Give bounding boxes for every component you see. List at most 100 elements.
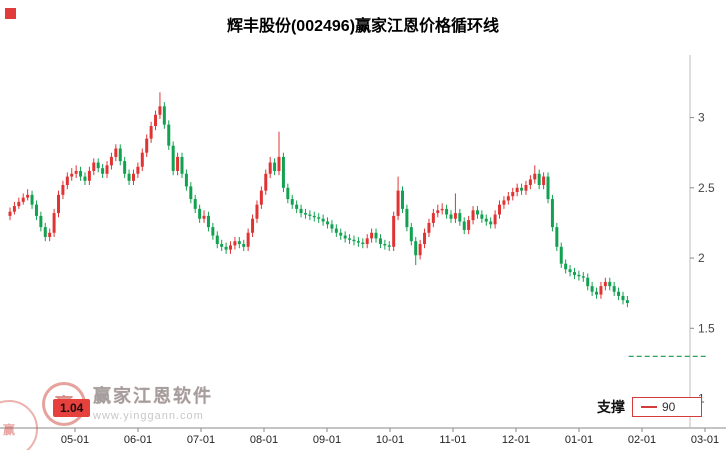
candle-body — [586, 277, 590, 287]
candle-body — [321, 218, 325, 222]
x-tick-label: 08-01 — [250, 434, 278, 446]
candle-body — [83, 176, 87, 181]
candle-body — [286, 187, 290, 200]
candle-body — [237, 241, 241, 244]
candle-body — [378, 238, 382, 244]
candle-body — [550, 199, 554, 228]
candle-body — [189, 186, 193, 200]
candle-body — [30, 194, 34, 205]
x-tick-label: 09-01 — [313, 434, 341, 446]
candle-body — [555, 227, 559, 247]
candle-body — [211, 227, 215, 236]
candle-body — [184, 173, 188, 187]
candle-body — [374, 232, 378, 239]
x-tick-label: 01-01 — [565, 434, 593, 446]
candle-body — [445, 208, 449, 215]
candle-body — [326, 221, 330, 225]
candle-body — [52, 213, 56, 233]
candle-body — [418, 244, 422, 256]
candle-body — [361, 242, 365, 244]
candle-body — [229, 245, 232, 250]
candle-body — [348, 238, 352, 240]
y-tick-label: 3 — [698, 111, 705, 125]
x-tick-label: 07-01 — [187, 434, 215, 446]
support-level-label: 1.04 — [53, 399, 91, 417]
support-value: 90 — [662, 400, 676, 414]
candle-body — [608, 281, 612, 287]
candle-body — [268, 162, 272, 174]
candle-body — [533, 173, 537, 180]
candle-body — [308, 214, 312, 216]
corner-marker — [5, 8, 16, 19]
candle-body — [484, 218, 488, 222]
candle-body — [396, 190, 400, 216]
candle-body — [317, 217, 321, 219]
candle-body — [224, 246, 228, 250]
candle-body — [467, 220, 471, 230]
candle-body — [8, 211, 12, 216]
candle-body — [70, 173, 74, 177]
candle-body — [295, 204, 299, 209]
corner-stamp-icon: 赢 — [0, 400, 38, 450]
x-tick-label: 10-01 — [376, 434, 404, 446]
candle-body — [387, 245, 391, 247]
candle-body — [145, 138, 149, 153]
x-tick-label: 11-01 — [439, 434, 466, 446]
candle-body — [405, 208, 409, 228]
candle-body — [590, 286, 594, 292]
candle-body — [392, 215, 396, 247]
candle-body — [546, 176, 550, 200]
candle-body — [431, 213, 435, 223]
candle-body — [595, 291, 599, 295]
candle-body — [303, 213, 307, 215]
candle-body — [79, 170, 83, 177]
candle-body — [524, 185, 528, 191]
candle-body — [440, 208, 444, 211]
candle-body — [449, 214, 453, 219]
candle-body — [12, 206, 16, 212]
candle-body — [281, 156, 285, 188]
candle-body — [57, 194, 61, 214]
y-tick-label: 2 — [698, 251, 705, 265]
candle-body — [154, 114, 158, 127]
y-tick-label: 2.5 — [698, 181, 715, 195]
candle-body — [400, 190, 404, 209]
candle-body — [330, 224, 334, 229]
candle-body — [542, 176, 546, 186]
support-label: 支撑 — [597, 399, 625, 415]
candle-body — [577, 274, 581, 277]
candle-body — [339, 232, 343, 236]
candle-body — [48, 232, 52, 237]
candle-body — [502, 200, 506, 205]
candle-body — [568, 269, 572, 273]
candle-body — [127, 173, 131, 181]
candle-body — [215, 235, 219, 244]
candle-body — [96, 162, 100, 169]
candle-body — [498, 204, 502, 215]
candle-body — [167, 124, 171, 146]
candle-body — [299, 208, 303, 214]
candle-body — [43, 227, 47, 237]
candle-body — [171, 145, 175, 171]
candle-body — [92, 162, 96, 171]
candle-body — [277, 156, 281, 171]
candle-body — [581, 276, 585, 278]
support-line-sample — [641, 406, 657, 408]
candle-body — [242, 244, 246, 247]
candle-body — [149, 126, 153, 139]
candle-body — [131, 173, 135, 181]
candle-body — [17, 201, 21, 207]
y-tick-label: 1.5 — [698, 321, 715, 335]
candle-body — [603, 281, 607, 287]
candle-body — [109, 156, 113, 166]
candle-body — [528, 179, 532, 186]
candle-body — [537, 173, 541, 186]
candle-body — [427, 222, 431, 233]
candle-body — [65, 176, 69, 186]
candle-body — [462, 221, 466, 230]
candle-body — [255, 204, 259, 219]
candle-body — [334, 228, 338, 233]
candle-body — [409, 227, 413, 242]
